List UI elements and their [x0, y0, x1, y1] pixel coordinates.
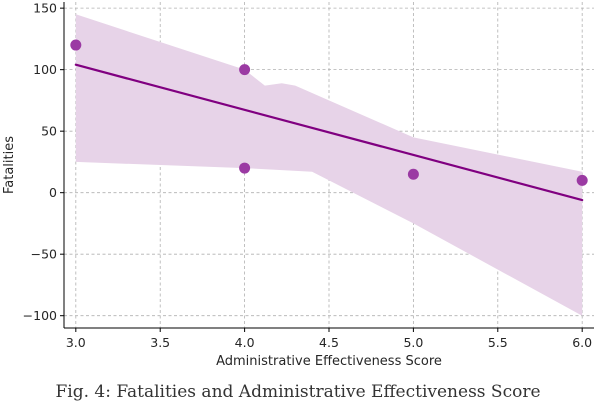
x-axis-label: Administrative Effectiveness Score — [216, 354, 442, 369]
y-tick-label: 0 — [49, 185, 57, 200]
x-tick-label: 3.5 — [150, 335, 170, 350]
x-tick-label: 5.5 — [488, 335, 508, 350]
data-point — [70, 39, 82, 51]
data-points — [70, 39, 588, 186]
y-tick-label: 100 — [33, 62, 57, 77]
data-point — [407, 168, 419, 180]
y-ticks: −100 −50 0 50 100 150 — [23, 1, 64, 323]
x-tick-label: 4.0 — [235, 335, 255, 350]
figure-caption: Fig. 4: Fatalities and Administrative Ef… — [55, 382, 541, 402]
y-tick-label: −50 — [31, 247, 57, 262]
y-axis-label: Fatalities — [2, 136, 17, 194]
data-point — [239, 64, 251, 76]
x-tick-label: 3.0 — [66, 335, 86, 350]
data-point — [576, 174, 588, 186]
x-tick-label: 4.5 — [319, 335, 339, 350]
y-tick-label: 150 — [33, 1, 57, 16]
data-point — [239, 162, 251, 174]
x-tick-label: 5.0 — [403, 335, 423, 350]
regression-line — [74, 63, 584, 202]
y-tick-label: 50 — [41, 124, 57, 139]
x-ticks: 3.0 3.5 4.0 4.5 5.0 5.5 6.0 — [66, 328, 592, 350]
y-tick-label: −100 — [23, 308, 57, 323]
x-tick-label: 6.0 — [572, 335, 592, 350]
confidence-band — [75, 14, 583, 316]
